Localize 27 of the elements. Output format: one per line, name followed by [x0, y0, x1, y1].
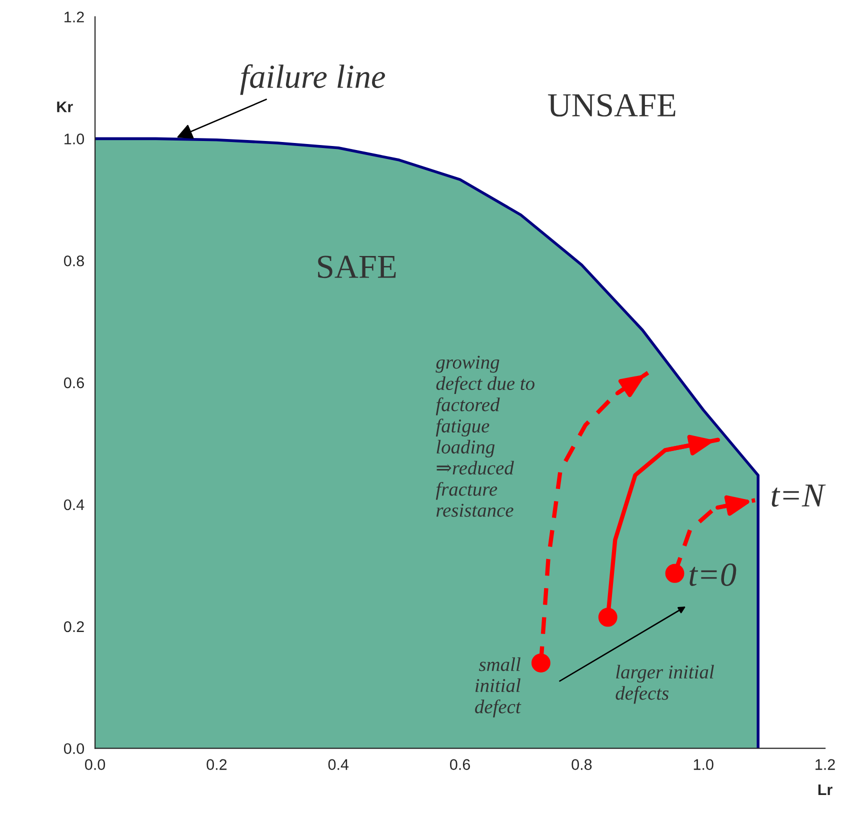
y-tick-label: 0.8 [64, 255, 84, 266]
y-tick-label: 0.6 [64, 377, 84, 388]
y-tick-label: 0.4 [64, 499, 84, 510]
annotation: small initial defect [475, 657, 522, 718]
x-tick-label: 0.4 [328, 759, 349, 770]
x-axis-title: Lr [818, 784, 832, 795]
annotation: growing defect due to factored fatigue loading ⇒reduced fracture resistance [436, 356, 534, 517]
x-tick-label: 1.0 [694, 759, 714, 770]
x-tick-label: 0.0 [85, 759, 106, 770]
y-tick-label: 0.0 [64, 743, 84, 754]
annotation: UNSAFE [548, 94, 676, 117]
point [598, 608, 618, 627]
annotation: larger initial defects [616, 664, 714, 704]
y-tick-label: 1.0 [64, 134, 84, 144]
y-axis-title: Kr [57, 102, 73, 112]
x-tick-label: 0.8 [572, 759, 592, 770]
annotation: SAFE [318, 256, 396, 278]
annotation: failure line [240, 64, 386, 95]
annotation: t=N [772, 484, 826, 507]
point [531, 654, 550, 672]
x-tick-label: 1.2 [816, 759, 835, 770]
x-tick-label: 0.6 [450, 759, 470, 770]
annotation: t=0 [690, 563, 736, 586]
y-tick-label: 1.2 [64, 12, 84, 22]
point [665, 564, 684, 583]
y-tick-label: 0.2 [64, 621, 84, 632]
x-tick-label: 0.2 [206, 759, 227, 770]
